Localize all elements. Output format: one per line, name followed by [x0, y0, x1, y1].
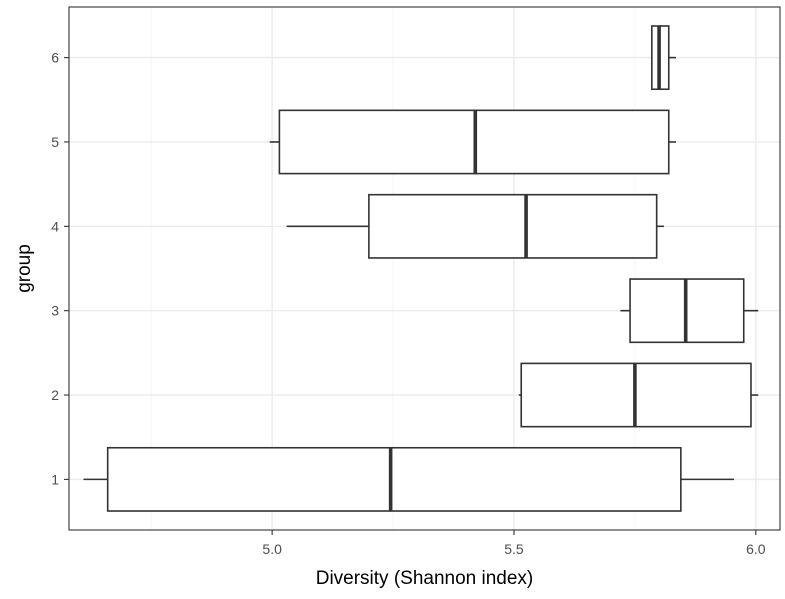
x-tick-label-1: 5.5	[504, 541, 524, 557]
y-tick-label-5: 6	[51, 50, 59, 66]
x-axis-ticks: 5.0 5.5 6.0	[262, 530, 766, 557]
box-iqr-4	[368, 193, 658, 259]
x-axis-title: Diversity (Shannon index)	[316, 568, 534, 589]
y-tick-label-4: 5	[51, 134, 59, 150]
y-axis-title: group	[14, 244, 35, 293]
box-series	[83, 25, 759, 512]
y-tick-label-3: 4	[51, 218, 59, 234]
box-group-3	[620, 278, 759, 344]
box-group-4	[286, 193, 664, 259]
box-group-1	[83, 446, 735, 512]
y-tick-label-2: 3	[51, 303, 59, 319]
x-tick-label-0: 5.0	[262, 541, 282, 557]
x-tick-label-2: 6.0	[746, 541, 766, 557]
y-tick-label-0: 1	[51, 471, 59, 487]
box-iqr-1	[106, 446, 682, 512]
minor-grid-lines	[150, 7, 636, 530]
box-group-5	[269, 109, 677, 175]
box-group-2	[518, 362, 759, 428]
y-axis-ticks: 1 2 3 4 5 6	[51, 50, 69, 487]
panel-border	[68, 6, 781, 531]
y-tick-label-1: 2	[51, 387, 59, 403]
box-group-6	[651, 25, 677, 91]
